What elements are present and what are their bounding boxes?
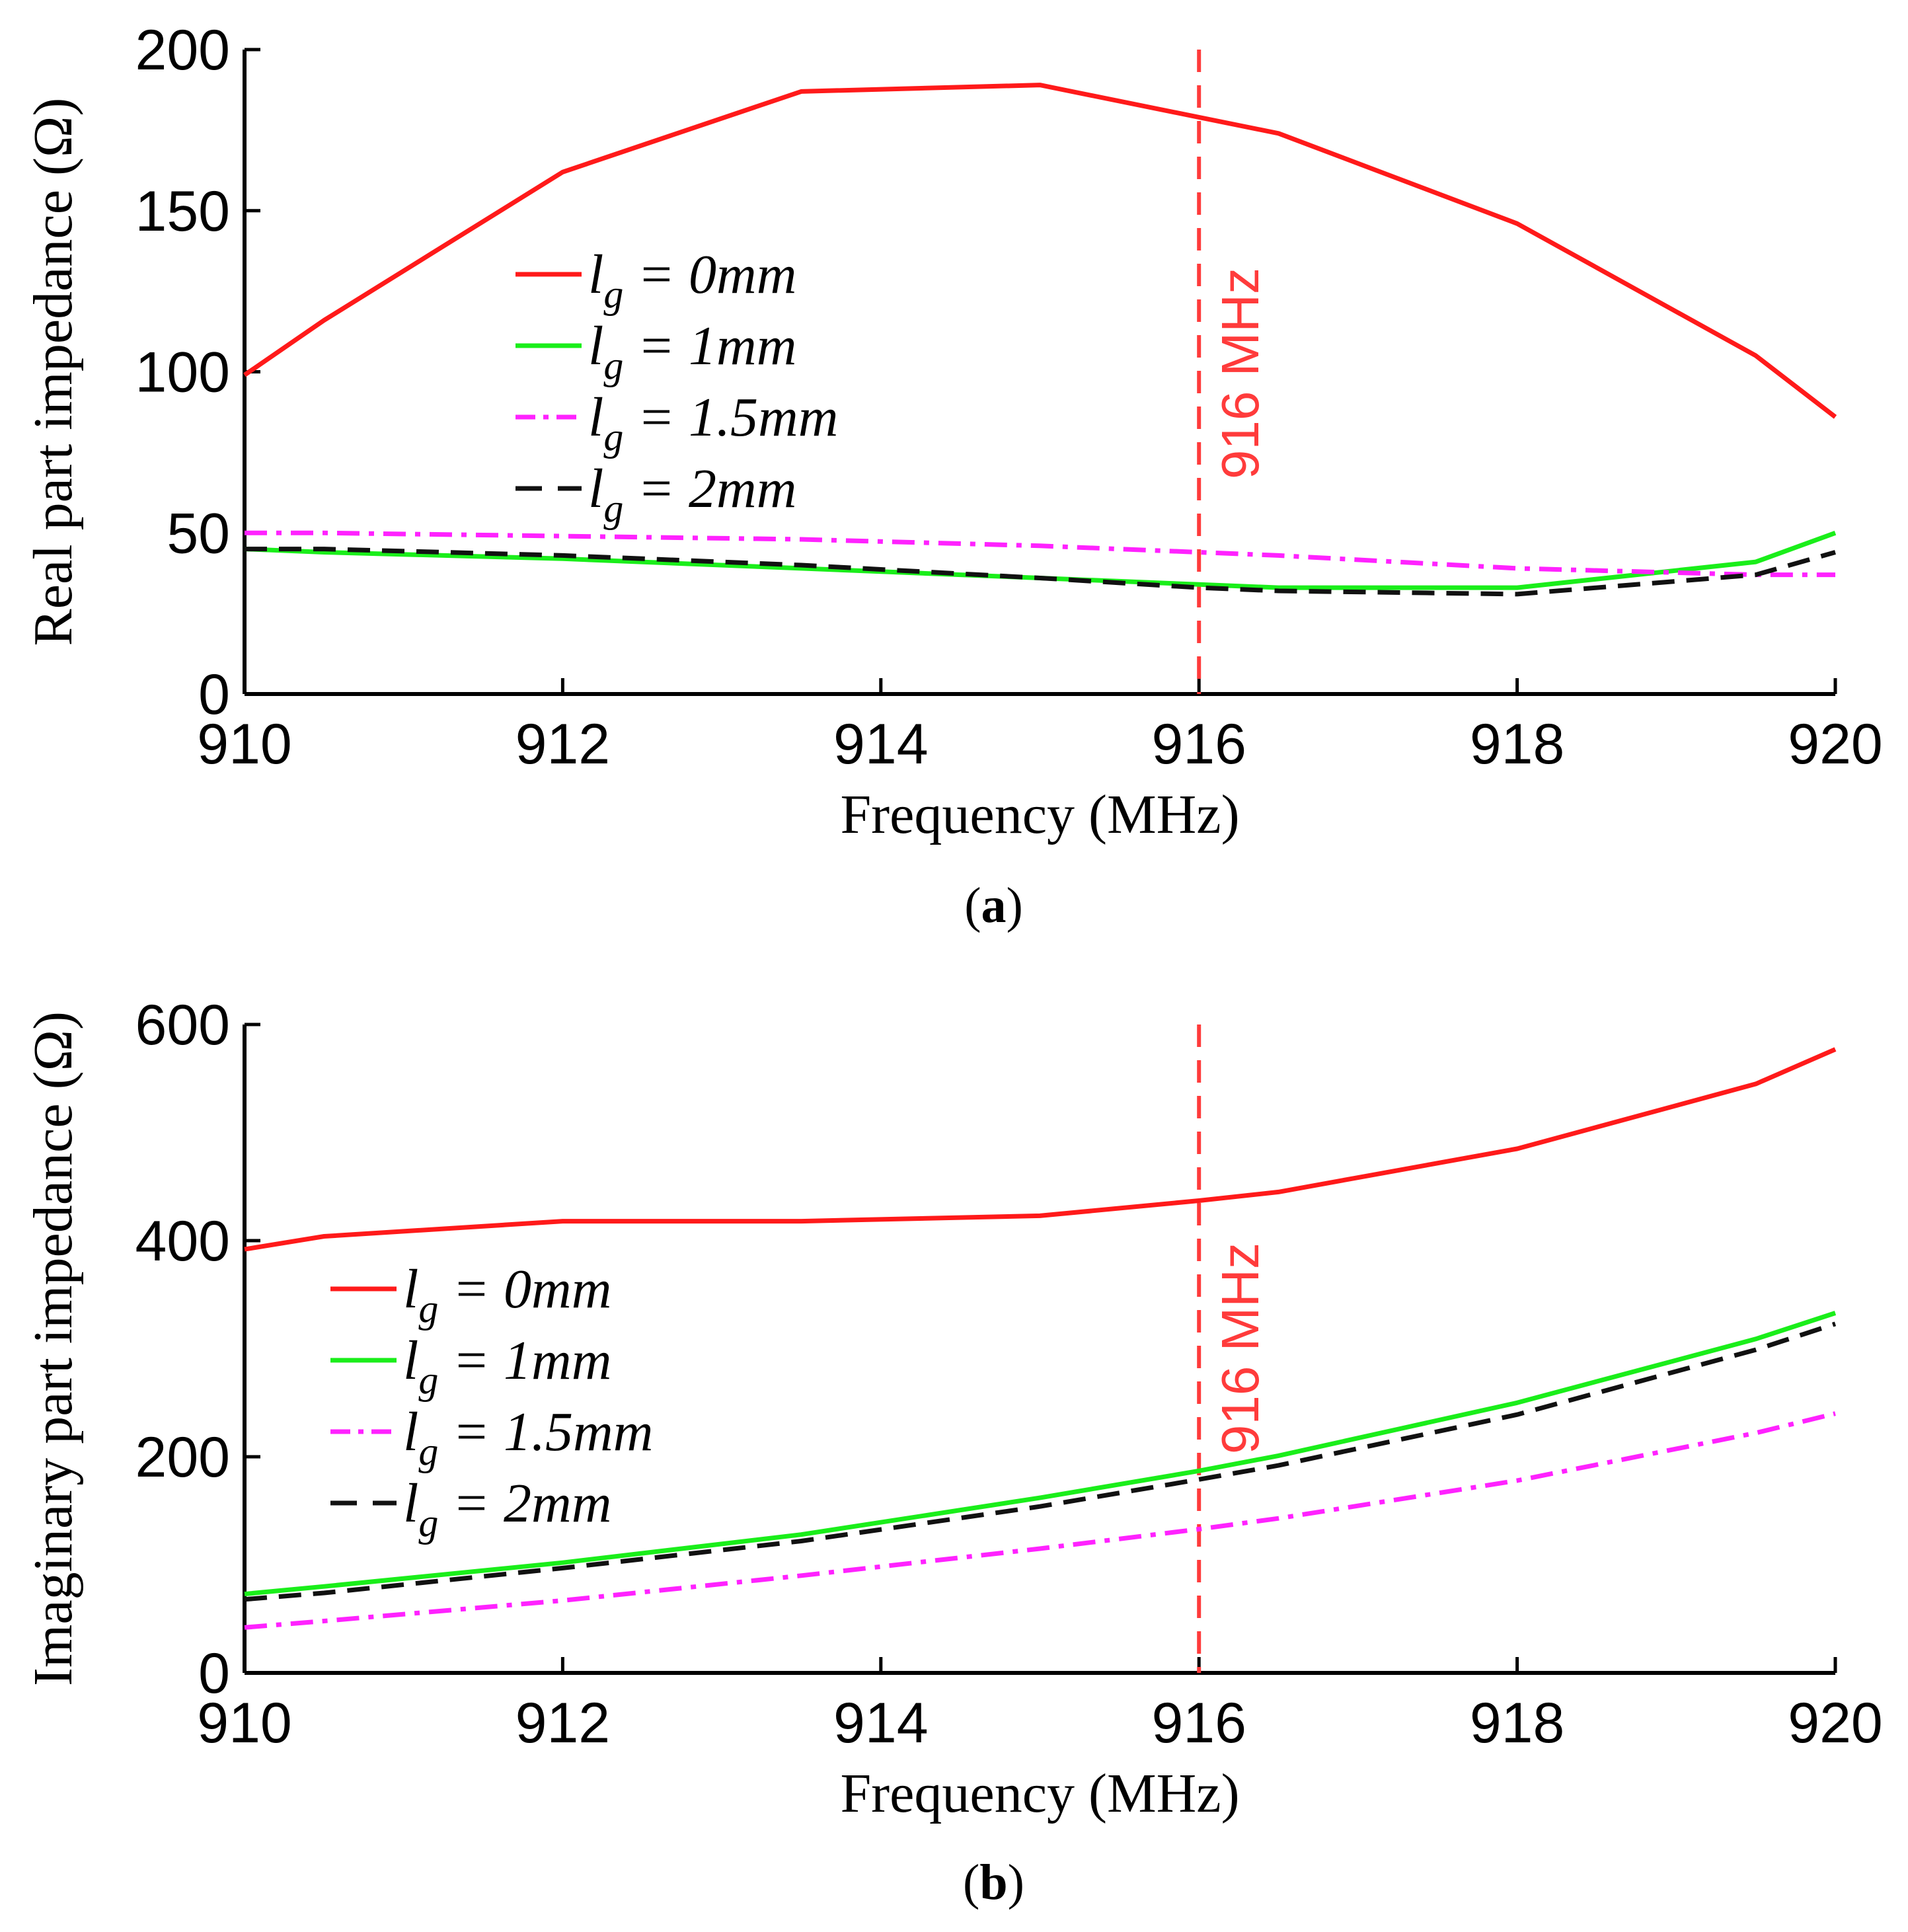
legend-label: lg = 2mm (403, 1473, 611, 1545)
x-tick-label: 912 (515, 1691, 611, 1755)
x-tick-label: 916 (1151, 1691, 1246, 1755)
x-tick-label: 920 (1788, 1691, 1883, 1755)
legend-label: lg = 0mm (588, 244, 796, 316)
y-tick-label: 0 (198, 1642, 230, 1705)
series-line-1 (244, 1311, 1837, 1597)
x-tick-label: 910 (197, 713, 292, 776)
legend-label: lg = 2mm (588, 458, 796, 530)
x-tick-label: 918 (1470, 1691, 1565, 1755)
marker-label: 916 MHz (1211, 1243, 1270, 1454)
x-tick-label: 918 (1470, 713, 1565, 776)
y-axis-title: Imaginary part impedance (Ω) (22, 1011, 84, 1686)
panel-caption: (a) (964, 878, 1023, 933)
legend-label: lg = 1mm (403, 1330, 611, 1402)
series-line-0 (244, 1047, 1837, 1252)
x-tick-label: 914 (833, 713, 929, 776)
y-tick-label: 400 (135, 1210, 231, 1273)
series-line-3 (244, 1321, 1837, 1602)
legend-label: lg = 1mm (588, 315, 796, 387)
series-line-3 (245, 547, 1836, 597)
panel-caption: (b) (963, 1855, 1024, 1910)
y-tick-label: 0 (198, 663, 230, 726)
y-tick-label: 100 (135, 341, 231, 405)
series-line-2 (245, 530, 1835, 578)
series-line-0 (243, 83, 1837, 419)
x-tick-label: 914 (833, 1691, 929, 1755)
x-tick-label: 910 (197, 1691, 292, 1755)
marker-label: 916 MHz (1211, 268, 1270, 479)
y-tick-label: 600 (135, 993, 231, 1057)
x-axis-title: Frequency (MHz) (840, 784, 1239, 845)
x-tick-label: 920 (1788, 713, 1883, 776)
legend-label: lg = 1.5mm (588, 387, 838, 459)
x-tick-label: 912 (515, 713, 611, 776)
y-tick-label: 200 (135, 1426, 231, 1489)
chart-panel-b: 0 200 400 600 910 912 914 916 918 920 Frequency (M… (22, 993, 1883, 1910)
chart-panel-a: 0 50 100 150 200 910 912 914 916 918 920 Frequency … (22, 19, 1883, 933)
y-axis-title: Real part impedance (Ω) (22, 98, 84, 646)
x-axis-title: Frequency (MHz) (840, 1763, 1239, 1824)
legend-label: lg = 0mm (403, 1258, 611, 1331)
y-tick-label: 150 (135, 180, 231, 243)
series-line-2 (244, 1411, 1836, 1630)
legend-label: lg = 1.5mm (403, 1401, 653, 1473)
x-tick-label: 916 (1151, 713, 1246, 776)
y-tick-label: 50 (167, 502, 230, 565)
y-tick-label: 200 (135, 19, 231, 82)
